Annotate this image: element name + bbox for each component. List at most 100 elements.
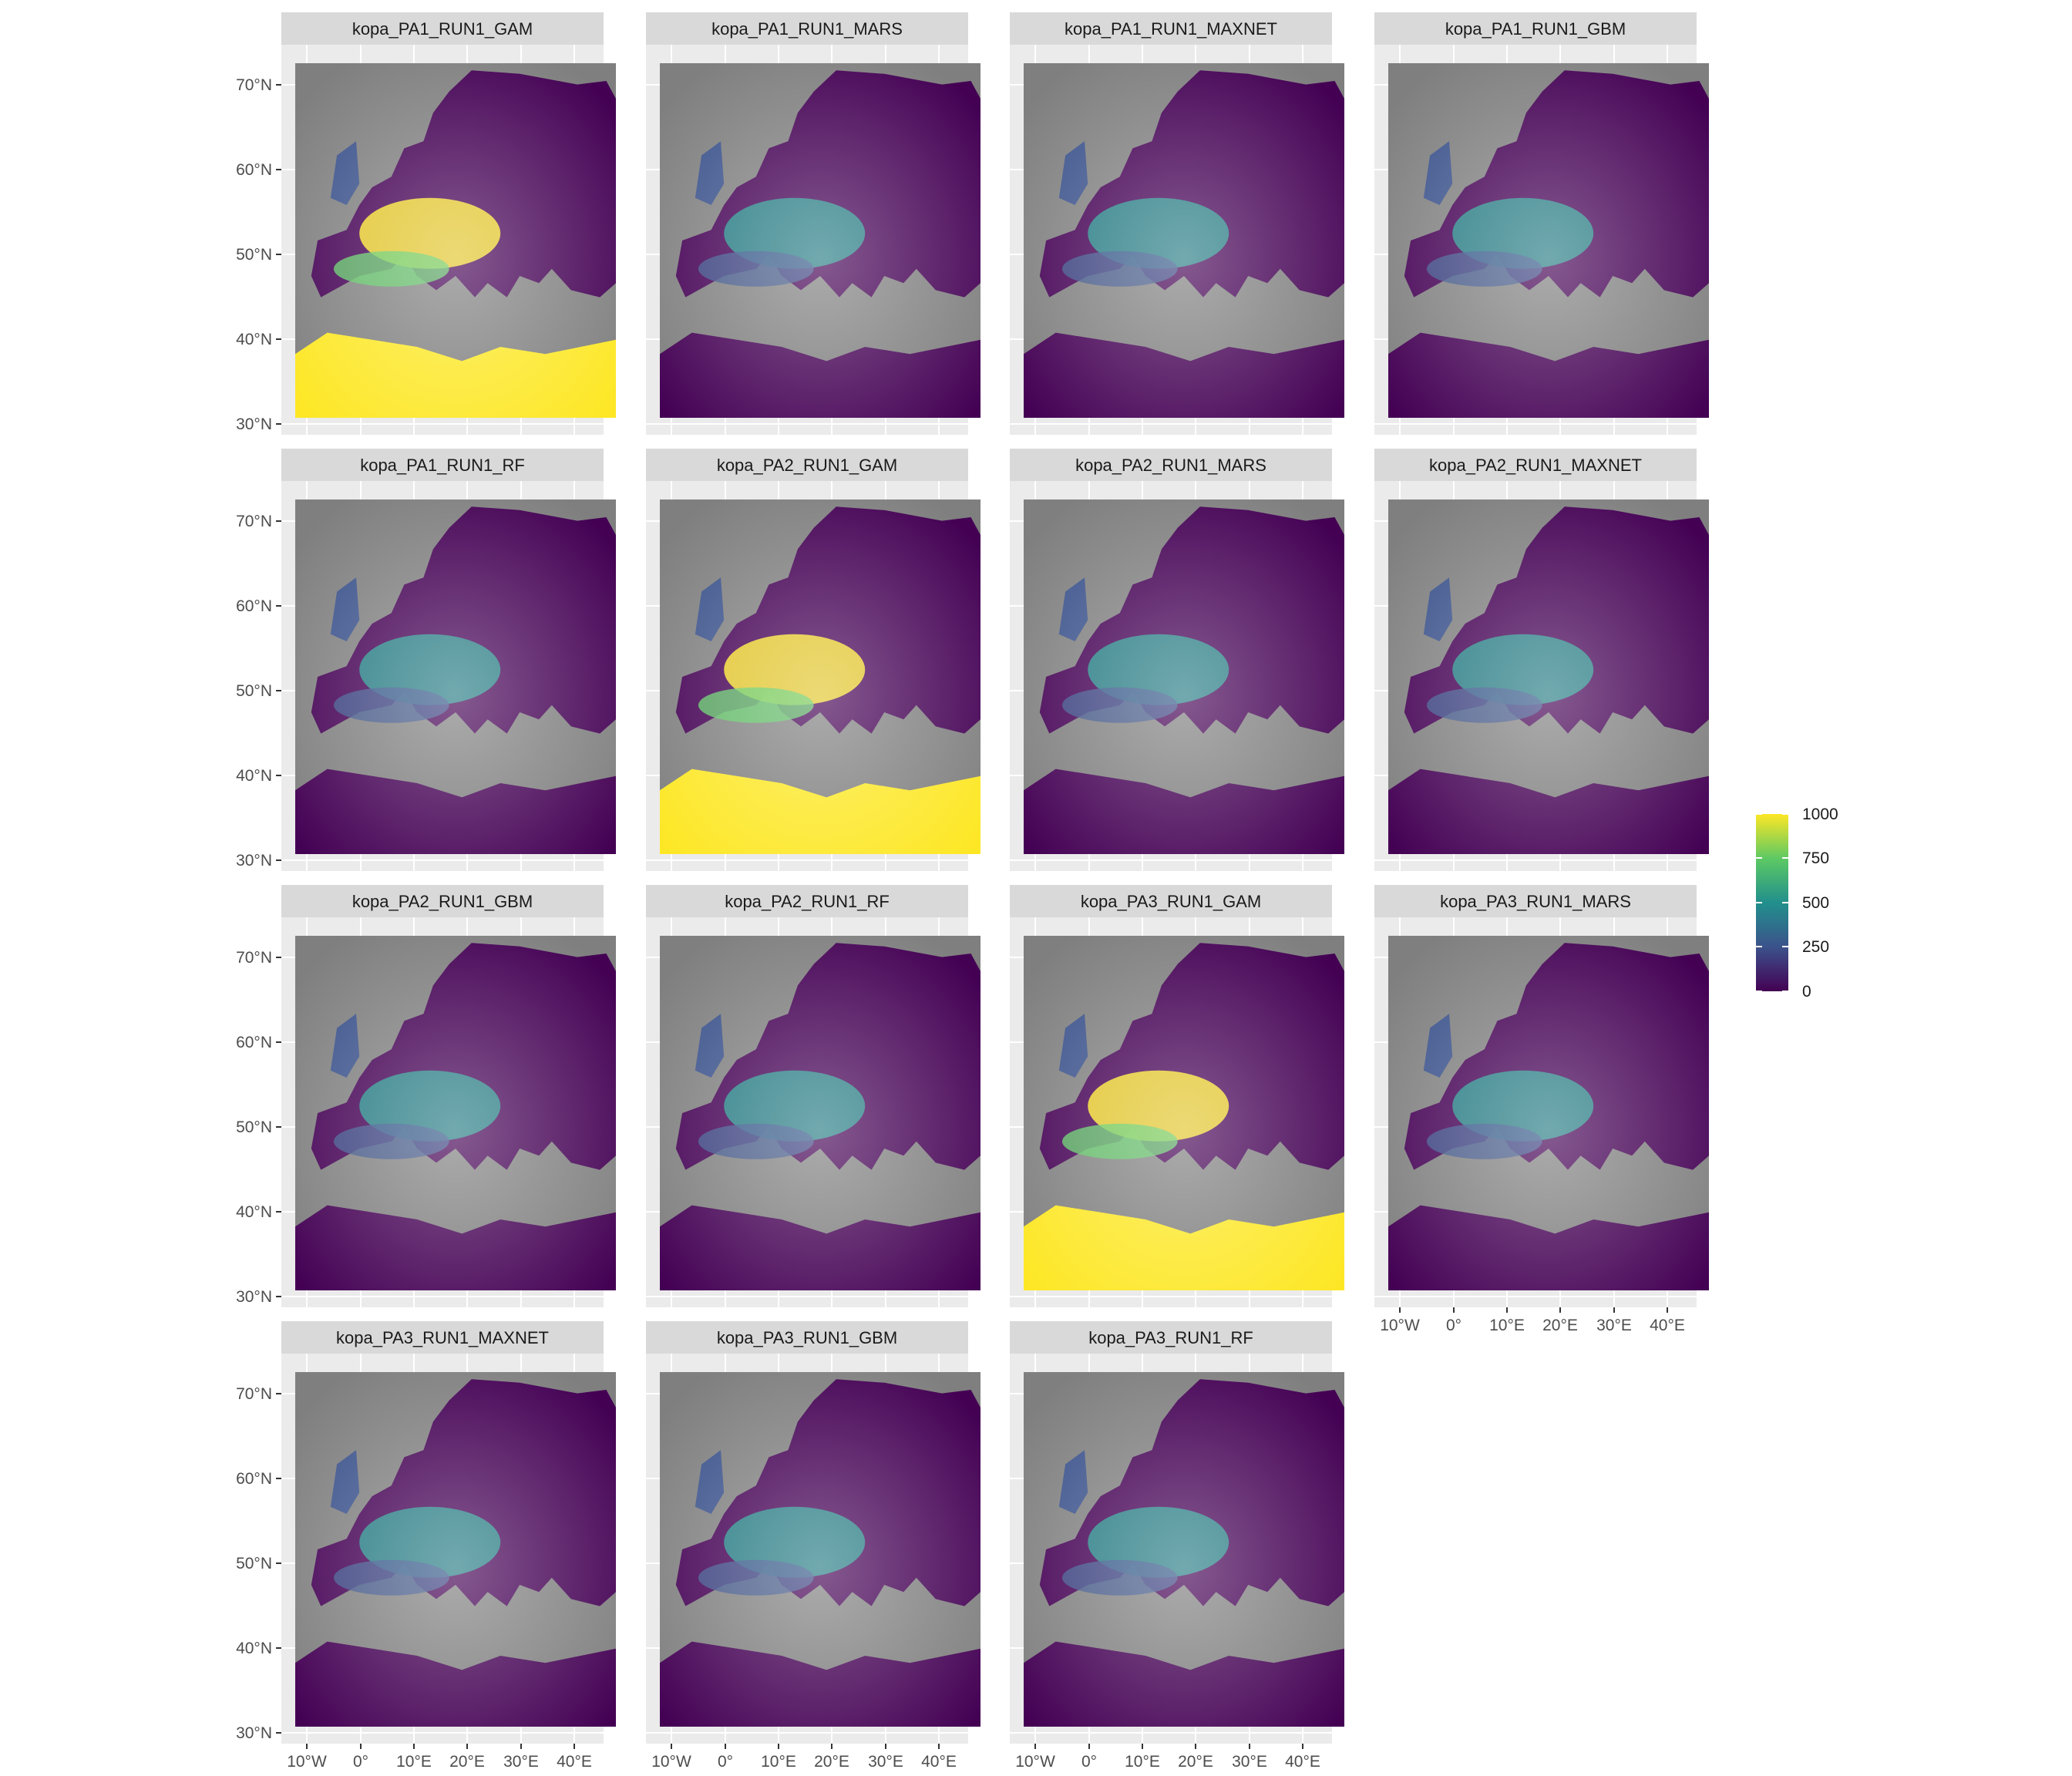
map-shading	[1024, 500, 1344, 854]
map-panel: kopa_PA2_RUN1_GBM 70°N 60°N 50°N 40°N 30°N	[236, 885, 616, 1307]
lon-tick-label: 40°E	[1650, 1317, 1685, 1334]
facet-title: kopa_PA3_RUN1_GAM	[1081, 892, 1261, 911]
map-panel: kopa_PA2_RUN1_MARS	[1010, 449, 1344, 871]
lon-tick-label: 20°E	[449, 1753, 485, 1771]
lon-tick-label: 10°E	[396, 1753, 432, 1771]
facet-strip	[1010, 449, 1332, 481]
facet-title: kopa_PA3_RUN1_MARS	[1440, 892, 1631, 911]
legend-tick-label: 1000	[1802, 806, 1838, 823]
lon-tick-label: 0°	[1446, 1317, 1462, 1334]
lat-tick-label: 70°N	[236, 76, 272, 94]
lat-tick-label: 70°N	[236, 1385, 272, 1403]
lon-tick-label: 10°E	[1125, 1753, 1160, 1771]
map-panel: kopa_PA1_RUN1_MAXNET	[1010, 12, 1344, 435]
facet-title: kopa_PA2_RUN1_GBM	[352, 892, 533, 911]
legend-tick-label: 0	[1802, 983, 1811, 1001]
facet-title: kopa_PA3_RUN1_MAXNET	[336, 1328, 549, 1347]
map-panel: kopa_PA3_RUN1_MARS	[1374, 885, 1709, 1307]
lon-tick-label: 40°E	[1285, 1753, 1320, 1771]
facet-title: kopa_PA3_RUN1_GBM	[717, 1328, 897, 1347]
map-shading	[660, 1372, 980, 1727]
lon-tick-label: 30°E	[1232, 1753, 1267, 1771]
map-panel: kopa_PA1_RUN1_RF 70°N 60°N 50°N 40°N 30°N	[236, 449, 616, 871]
lon-tick-label: 20°E	[1178, 1753, 1213, 1771]
facet-title: kopa_PA2_RUN1_MARS	[1075, 456, 1266, 475]
map-panel: kopa_PA2_RUN1_MAXNET	[1374, 449, 1709, 871]
lon-tick-label: 0°	[718, 1753, 733, 1771]
legend-tick-label: 500	[1802, 894, 1829, 912]
map-shading	[660, 500, 980, 854]
lon-tick-label: 10°W	[651, 1753, 691, 1771]
facet-strip	[281, 12, 604, 45]
lon-tick-label: 20°E	[814, 1753, 849, 1771]
map-shading	[1388, 500, 1709, 854]
facet-strip	[1010, 12, 1332, 45]
facet-strip	[1010, 885, 1332, 917]
lat-tick-label: 40°N	[236, 767, 272, 785]
legend-tick-label: 250	[1802, 938, 1829, 956]
facet-title: kopa_PA1_RUN1_GAM	[352, 19, 533, 39]
facet-title: kopa_PA2_RUN1_MAXNET	[1429, 456, 1642, 475]
lat-tick-label: 50°N	[236, 1118, 272, 1136]
lat-tick-label: 30°N	[236, 415, 272, 433]
facet-strip	[1374, 449, 1697, 481]
lat-tick-label: 50°N	[236, 246, 272, 264]
facet-title: kopa_PA2_RUN1_GAM	[717, 456, 897, 475]
facet-strip	[1374, 12, 1697, 45]
facet-strip	[1374, 885, 1697, 917]
facet-strip	[281, 449, 604, 481]
map-shading	[295, 936, 616, 1290]
lon-tick-label: 30°E	[868, 1753, 903, 1771]
map-panel: kopa_PA3_RUN1_RF	[1010, 1321, 1344, 1744]
map-shading	[295, 500, 616, 854]
map-shading	[1024, 1372, 1344, 1727]
lon-tick-label: 40°E	[557, 1753, 592, 1771]
lat-tick-label: 60°N	[236, 597, 272, 615]
facet-title: kopa_PA1_RUN1_MARS	[711, 19, 903, 39]
lon-tick-label: 10°E	[1489, 1317, 1525, 1334]
lon-tick-label: 10°W	[1380, 1317, 1420, 1334]
facet-strip	[646, 1321, 968, 1354]
lat-tick-label: 30°N	[236, 1288, 272, 1306]
facet-title: kopa_PA1_RUN1_MAXNET	[1065, 19, 1277, 39]
lon-tick-label: 10°W	[1015, 1753, 1055, 1771]
panels-layer: kopa_PA1_RUN1_GAM70°N60°N50°N40°N30°Nkop…	[236, 12, 1709, 1744]
facet-title: kopa_PA1_RUN1_GBM	[1445, 19, 1626, 39]
map-shading	[1024, 63, 1344, 418]
map-panel: kopa_PA1_RUN1_GAM 70°N 60°N 50°N 40°N 30°N	[236, 12, 616, 435]
map-panel: kopa_PA3_RUN1_GAM	[1010, 885, 1344, 1307]
lat-tick-label: 60°N	[236, 1034, 272, 1051]
map-shading	[660, 936, 980, 1290]
lat-tick-label: 50°N	[236, 1555, 272, 1572]
lon-tick-label: 20°E	[1542, 1317, 1578, 1334]
map-shading	[1388, 936, 1709, 1290]
legend-ticks: 1000 750 500 250 0	[1756, 806, 1838, 1001]
map-panel: kopa_PA3_RUN1_GBM	[646, 1321, 980, 1744]
map-panel: kopa_PA2_RUN1_RF	[646, 885, 980, 1307]
map-panel: kopa_PA3_RUN1_MAXNET 70°N 60°N 50°N 40°N 30°N	[236, 1321, 616, 1744]
lon-tick-label: 30°E	[1596, 1317, 1632, 1334]
lat-tick-label: 40°N	[236, 331, 272, 348]
facet-strip	[646, 449, 968, 481]
facet-title: kopa_PA3_RUN1_RF	[1088, 1328, 1253, 1347]
map-shading	[1388, 63, 1709, 418]
lat-tick-label: 40°N	[236, 1203, 272, 1221]
facet-strip	[281, 885, 604, 917]
facet-title: kopa_PA1_RUN1_RF	[360, 456, 525, 475]
facet-title: kopa_PA2_RUN1_RF	[725, 892, 890, 911]
facet-strip	[281, 1321, 604, 1354]
longitude-axes: 10°W 0° 10°E 20°E 30°E 40°E 10°W 0° 10°E 20°E 30°E…	[287, 1307, 1685, 1771]
lon-tick-label: 0°	[353, 1753, 368, 1771]
facet-strip	[646, 12, 968, 45]
lat-tick-label: 60°N	[236, 1470, 272, 1488]
facet-strip	[646, 885, 968, 917]
lat-tick-label: 30°N	[236, 1724, 272, 1742]
map-panel: kopa_PA1_RUN1_GBM	[1374, 12, 1709, 435]
map-shading	[1024, 936, 1344, 1290]
lat-tick-label: 40°N	[236, 1640, 272, 1657]
map-panel: kopa_PA2_RUN1_GAM	[646, 449, 980, 871]
lat-tick-label: 30°N	[236, 852, 272, 870]
lon-tick-label: 10°E	[761, 1753, 796, 1771]
map-shading	[295, 63, 616, 418]
